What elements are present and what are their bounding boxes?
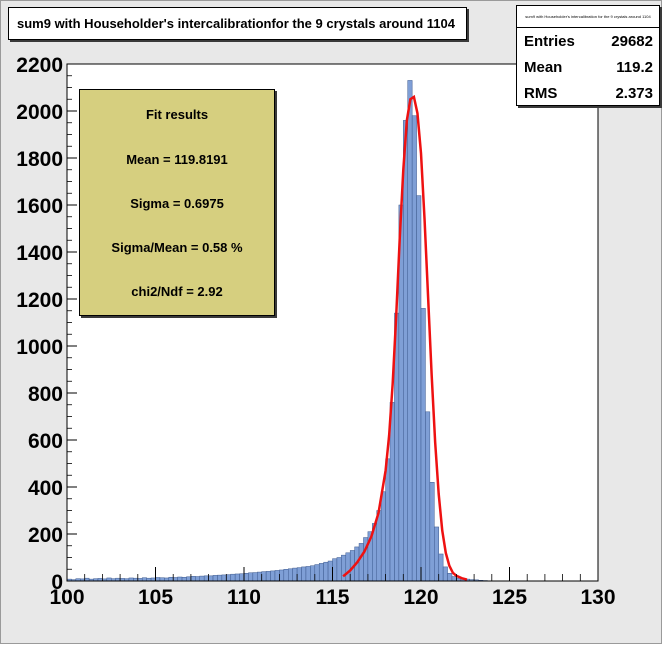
histogram-bin	[186, 577, 190, 581]
y-tick-label: 2200	[16, 54, 63, 77]
histogram-bin	[443, 567, 447, 581]
histogram-bin	[178, 577, 182, 581]
histogram-bin	[156, 577, 160, 581]
x-tick-label: 125	[492, 586, 527, 609]
y-tick-label: 1000	[16, 336, 63, 359]
histogram-bin	[324, 562, 328, 581]
histogram-title: sum9 with Householder's intercalibration…	[8, 7, 467, 40]
stats-mean-value: 119.2	[616, 59, 653, 76]
histogram-bin	[310, 566, 314, 581]
x-tick-label: 100	[49, 586, 84, 609]
stats-row-entries: Entries 29682	[517, 28, 659, 54]
histogram-bin	[328, 561, 332, 581]
histogram-bin	[425, 412, 429, 581]
histogram-bin	[381, 492, 385, 581]
histogram-title-text: sum9 with Householder's intercalibration…	[17, 16, 455, 31]
histogram-bin	[337, 558, 341, 582]
histogram-bin	[288, 569, 292, 581]
histogram-bin	[359, 543, 363, 581]
histogram-bin	[275, 570, 279, 581]
fit-heading: Fit results	[80, 107, 274, 122]
histogram-bin	[244, 573, 248, 581]
histogram-bin	[408, 80, 412, 581]
fit-chi2-ndf: chi2/Ndf = 2.92	[80, 284, 274, 299]
x-tick-label: 105	[138, 586, 173, 609]
histogram-bin	[315, 565, 319, 581]
histogram-bin	[235, 574, 239, 581]
histogram-bin	[302, 567, 306, 581]
histogram-bin	[217, 575, 221, 581]
histogram-bin	[209, 576, 213, 581]
histogram-bin	[253, 573, 257, 581]
stats-title: sum9 with Householder's intercalibration…	[517, 6, 659, 28]
x-tick-label: 110	[227, 586, 261, 609]
y-tick-label: 2000	[16, 101, 63, 124]
histogram-bin	[403, 120, 407, 581]
histogram-bin	[417, 196, 421, 581]
y-tick-label: 800	[28, 383, 63, 406]
stats-row-mean: Mean 119.2	[517, 54, 659, 80]
histogram-bin	[452, 577, 456, 581]
fit-sigma: Sigma = 0.6975	[80, 196, 274, 211]
fit-results-box: Fit results Mean = 119.8191 Sigma = 0.69…	[79, 89, 275, 316]
stats-mean-label: Mean	[524, 59, 562, 76]
x-tick-label: 120	[403, 586, 438, 609]
histogram-bin	[319, 563, 323, 581]
stats-row-rms: RMS 2.373	[517, 80, 659, 106]
histogram-bin	[297, 568, 301, 581]
histogram-bin	[386, 459, 390, 581]
histogram-bin	[377, 511, 381, 582]
histogram-bin	[200, 576, 204, 581]
histogram-bin	[213, 575, 217, 581]
histogram-bin	[346, 553, 350, 581]
histogram-bin	[240, 574, 244, 581]
histogram-bin	[412, 116, 416, 581]
y-tick-label: 400	[28, 477, 63, 500]
histogram-bin	[266, 571, 270, 581]
histogram-bin	[430, 482, 434, 581]
y-tick-label: 1200	[16, 289, 63, 312]
stats-entries-value: 29682	[611, 33, 653, 50]
histogram-bin	[421, 308, 425, 581]
histogram-bin	[257, 572, 261, 581]
y-tick-label: 600	[28, 430, 63, 453]
histogram-bin	[204, 576, 208, 581]
x-tick-label: 130	[580, 586, 615, 609]
y-tick-label: 1800	[16, 148, 63, 171]
stats-rms-value: 2.373	[615, 85, 653, 102]
histogram-bin	[279, 570, 283, 581]
histogram-bin	[231, 574, 235, 581]
fit-sigma-over-mean: Sigma/Mean = 0.58 %	[80, 240, 274, 255]
fit-mean: Mean = 119.8191	[80, 152, 274, 167]
histogram-bin	[448, 573, 452, 581]
y-tick-label: 1600	[16, 195, 63, 218]
histogram-bin	[284, 569, 288, 581]
histogram-bin	[182, 577, 186, 581]
y-tick-label: 1400	[16, 242, 63, 265]
stats-rms-label: RMS	[524, 85, 557, 102]
x-tick-label: 115	[316, 586, 350, 609]
histogram-bin	[439, 554, 443, 581]
histogram-bin	[226, 575, 230, 581]
histogram-bin	[248, 573, 252, 581]
histogram-bin	[306, 566, 310, 581]
histogram-bin	[222, 575, 226, 581]
histogram-bin	[434, 527, 438, 581]
histogram-bin	[333, 559, 337, 581]
histogram-bin	[191, 576, 195, 581]
histogram-bin	[341, 555, 345, 581]
histogram-bin	[262, 572, 266, 581]
histogram-bin	[293, 568, 297, 581]
stats-entries-label: Entries	[524, 33, 575, 50]
histogram-bin	[271, 571, 275, 581]
histogram-bin	[195, 577, 199, 581]
histogram-bin	[173, 577, 177, 581]
histogram-bin	[169, 577, 173, 581]
y-tick-label: 200	[28, 524, 63, 547]
stats-box: sum9 with Householder's intercalibration…	[516, 5, 660, 106]
